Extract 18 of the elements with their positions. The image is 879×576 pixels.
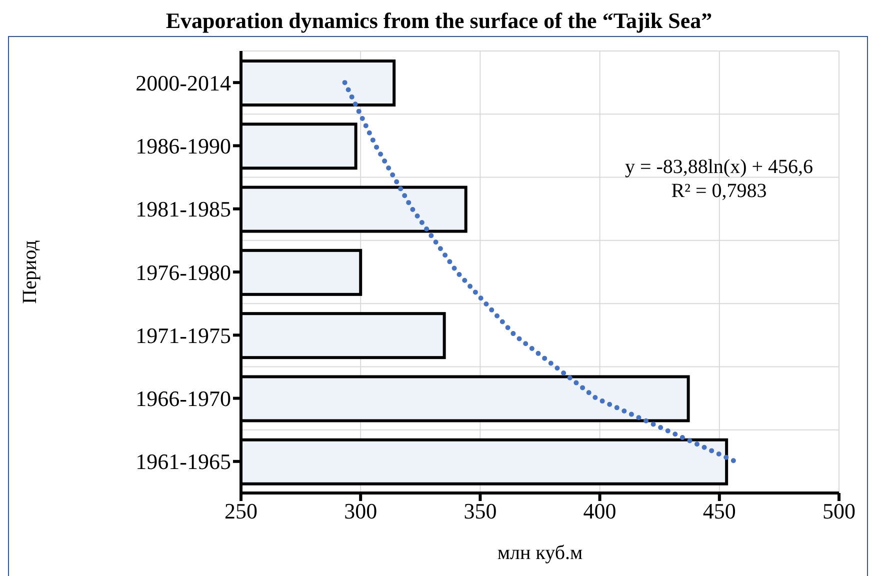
x-tick-label: 500 xyxy=(822,498,856,524)
y-tick-label: 1971-1975 xyxy=(136,322,231,348)
y-tick-label: 1976-1980 xyxy=(136,260,231,285)
y-tick-label: 1966-1970 xyxy=(136,386,231,412)
chart-title: Evaporation dynamics from the surface of the “Tajik Sea” xyxy=(164,8,714,35)
y-axis-title: Период xyxy=(19,240,42,304)
y-tick-label: 2000-2014 xyxy=(136,70,231,96)
annotation: R² = 0,7983 xyxy=(670,179,768,203)
y-tick-label: 1981-1985 xyxy=(136,196,231,222)
annotation: y = -83,88ln(x) + 456,6 xyxy=(624,155,814,179)
x-tick-label: 450 xyxy=(702,498,736,524)
x-tick-label: 300 xyxy=(344,498,378,524)
x-tick-label: 400 xyxy=(583,498,616,524)
x-tick-label: 350 xyxy=(464,498,497,524)
x-tick-label: 250 xyxy=(224,498,258,524)
x-axis-title: млн куб.м xyxy=(497,542,584,564)
y-tick-label: 1986-1990 xyxy=(136,134,231,159)
y-tick-label: 1961-1965 xyxy=(136,449,231,474)
